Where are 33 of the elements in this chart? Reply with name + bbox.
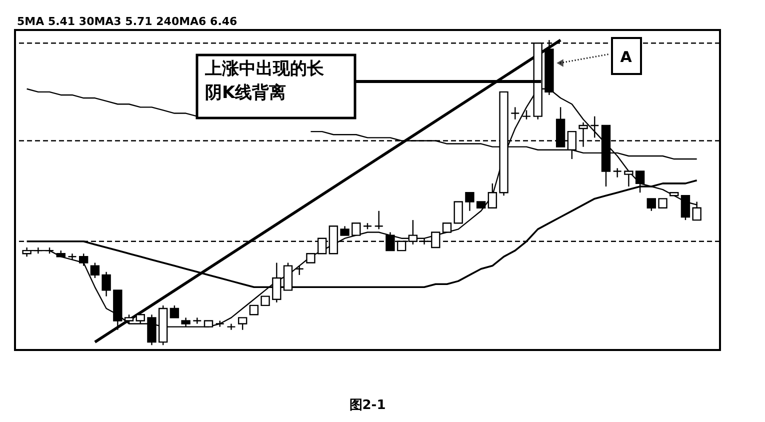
candlestick: [465, 192, 474, 212]
candlestick: [238, 317, 248, 330]
candlestick: [658, 198, 668, 208]
text: 5MA 5.41 30MA3 5.71 240MA6 6.46: [17, 15, 238, 28]
candlestick: [590, 116, 600, 138]
candlestick: [522, 110, 532, 120]
candlestick: [90, 262, 100, 279]
candlestick: [306, 253, 316, 264]
candlestick: [340, 226, 350, 236]
candlestick: [374, 210, 384, 230]
candlestick: [352, 222, 361, 236]
candlestick: [442, 222, 452, 233]
candlestick: [680, 195, 690, 221]
candlestick: [124, 314, 134, 324]
candlestick: [192, 317, 202, 324]
annotation: 上涨中出现的长阴K线背离: [204, 59, 325, 103]
candlestick: [78, 253, 88, 266]
candlestick: [624, 170, 634, 188]
candlestick: [102, 271, 111, 297]
candlestick: [249, 304, 259, 316]
candlestick: [68, 253, 77, 260]
candlestick: [294, 265, 304, 276]
candlestick: [170, 304, 180, 318]
candlestick: [612, 168, 622, 178]
candlestick: [510, 106, 520, 120]
candlestick: [260, 296, 270, 306]
annotation: A: [620, 48, 632, 66]
candlestick: [646, 198, 656, 212]
text: 图2-1: [349, 398, 386, 413]
candlestick: [488, 182, 498, 208]
candlestick: [226, 323, 236, 330]
candlestick: [454, 201, 463, 224]
candlestick: [34, 246, 43, 254]
